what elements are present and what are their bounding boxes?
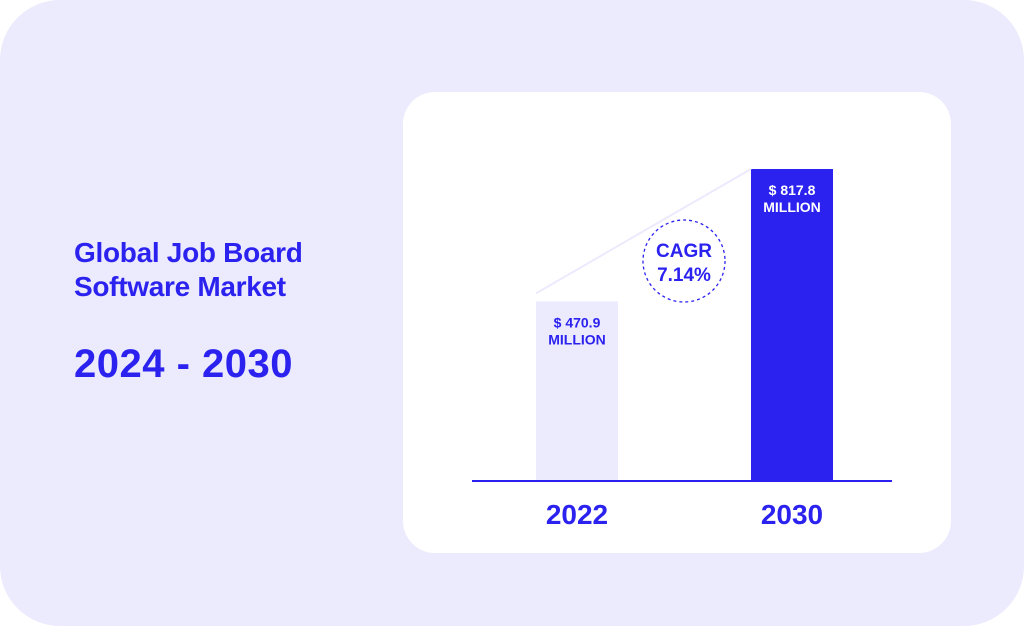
tick-label-2022: 2022 bbox=[546, 499, 608, 530]
trend-line bbox=[535, 168, 752, 295]
value-label-2022-2: MILLION bbox=[548, 331, 606, 347]
period-label: 2024 - 2030 bbox=[74, 342, 294, 386]
bar-2030 bbox=[751, 169, 833, 481]
heading-block: Global Job Board Software Market 2024 - … bbox=[74, 236, 374, 387]
chart-card: $ 470.9 MILLION $ 817.8 MILLION 2022 2030 CAGR… bbox=[403, 92, 951, 553]
value-label-2030-1: $ 817.8 bbox=[769, 182, 816, 198]
bar-2022 bbox=[536, 301, 618, 481]
tick-label-2030: 2030 bbox=[761, 499, 823, 530]
cagr-label: CAGR bbox=[656, 241, 712, 262]
value-label-2030-2: MILLION bbox=[763, 199, 821, 215]
title-line-1: Global Job Board bbox=[74, 237, 303, 268]
title-line-2: Software Market bbox=[74, 271, 286, 302]
page-title: Global Job Board Software Market bbox=[74, 236, 374, 304]
cagr-circle bbox=[642, 219, 726, 303]
value-label-2022-1: $ 470.9 bbox=[554, 314, 601, 330]
cagr-value: 7.14% bbox=[657, 265, 711, 286]
